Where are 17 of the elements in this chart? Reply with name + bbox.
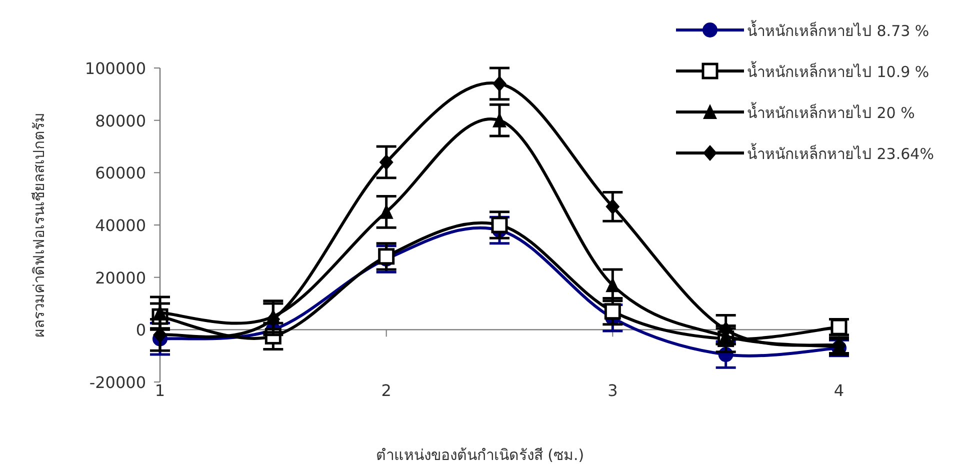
legend-label: น้ำหนักเหล็กหายไป 10.9 %	[747, 61, 930, 81]
y-tick-label: 100000	[84, 59, 146, 78]
y-tick-label: 40000	[95, 216, 146, 235]
y-tick-label: -20000	[89, 373, 146, 392]
legend-label: น้ำหนักเหล็กหายไป 23.64%	[747, 143, 934, 163]
legend-label: น้ำหนักเหล็กหายไป 8.73 %	[747, 20, 930, 40]
y-axis-title: ผลรวมค่าดิฟเฟอเรนเชียลสเปกตรัม	[30, 112, 48, 338]
x-tick-label: 1	[154, 381, 166, 400]
x-tick-label: 3	[608, 381, 618, 400]
x-tick-label: 4	[834, 381, 844, 400]
y-tick-label: 60000	[95, 164, 146, 183]
y-tick-label: 20000	[95, 268, 146, 288]
x-tick-label: 2	[381, 381, 392, 400]
y-tick-label: 0	[136, 320, 146, 340]
x-axis-title: ตำแหน่งของต้นกำเนิดรังสี (ซม.)	[376, 446, 584, 464]
y-tick-label: 80000	[95, 111, 146, 130]
legend-label: น้ำหนักเหล็กหายไป 20 %	[747, 102, 915, 122]
